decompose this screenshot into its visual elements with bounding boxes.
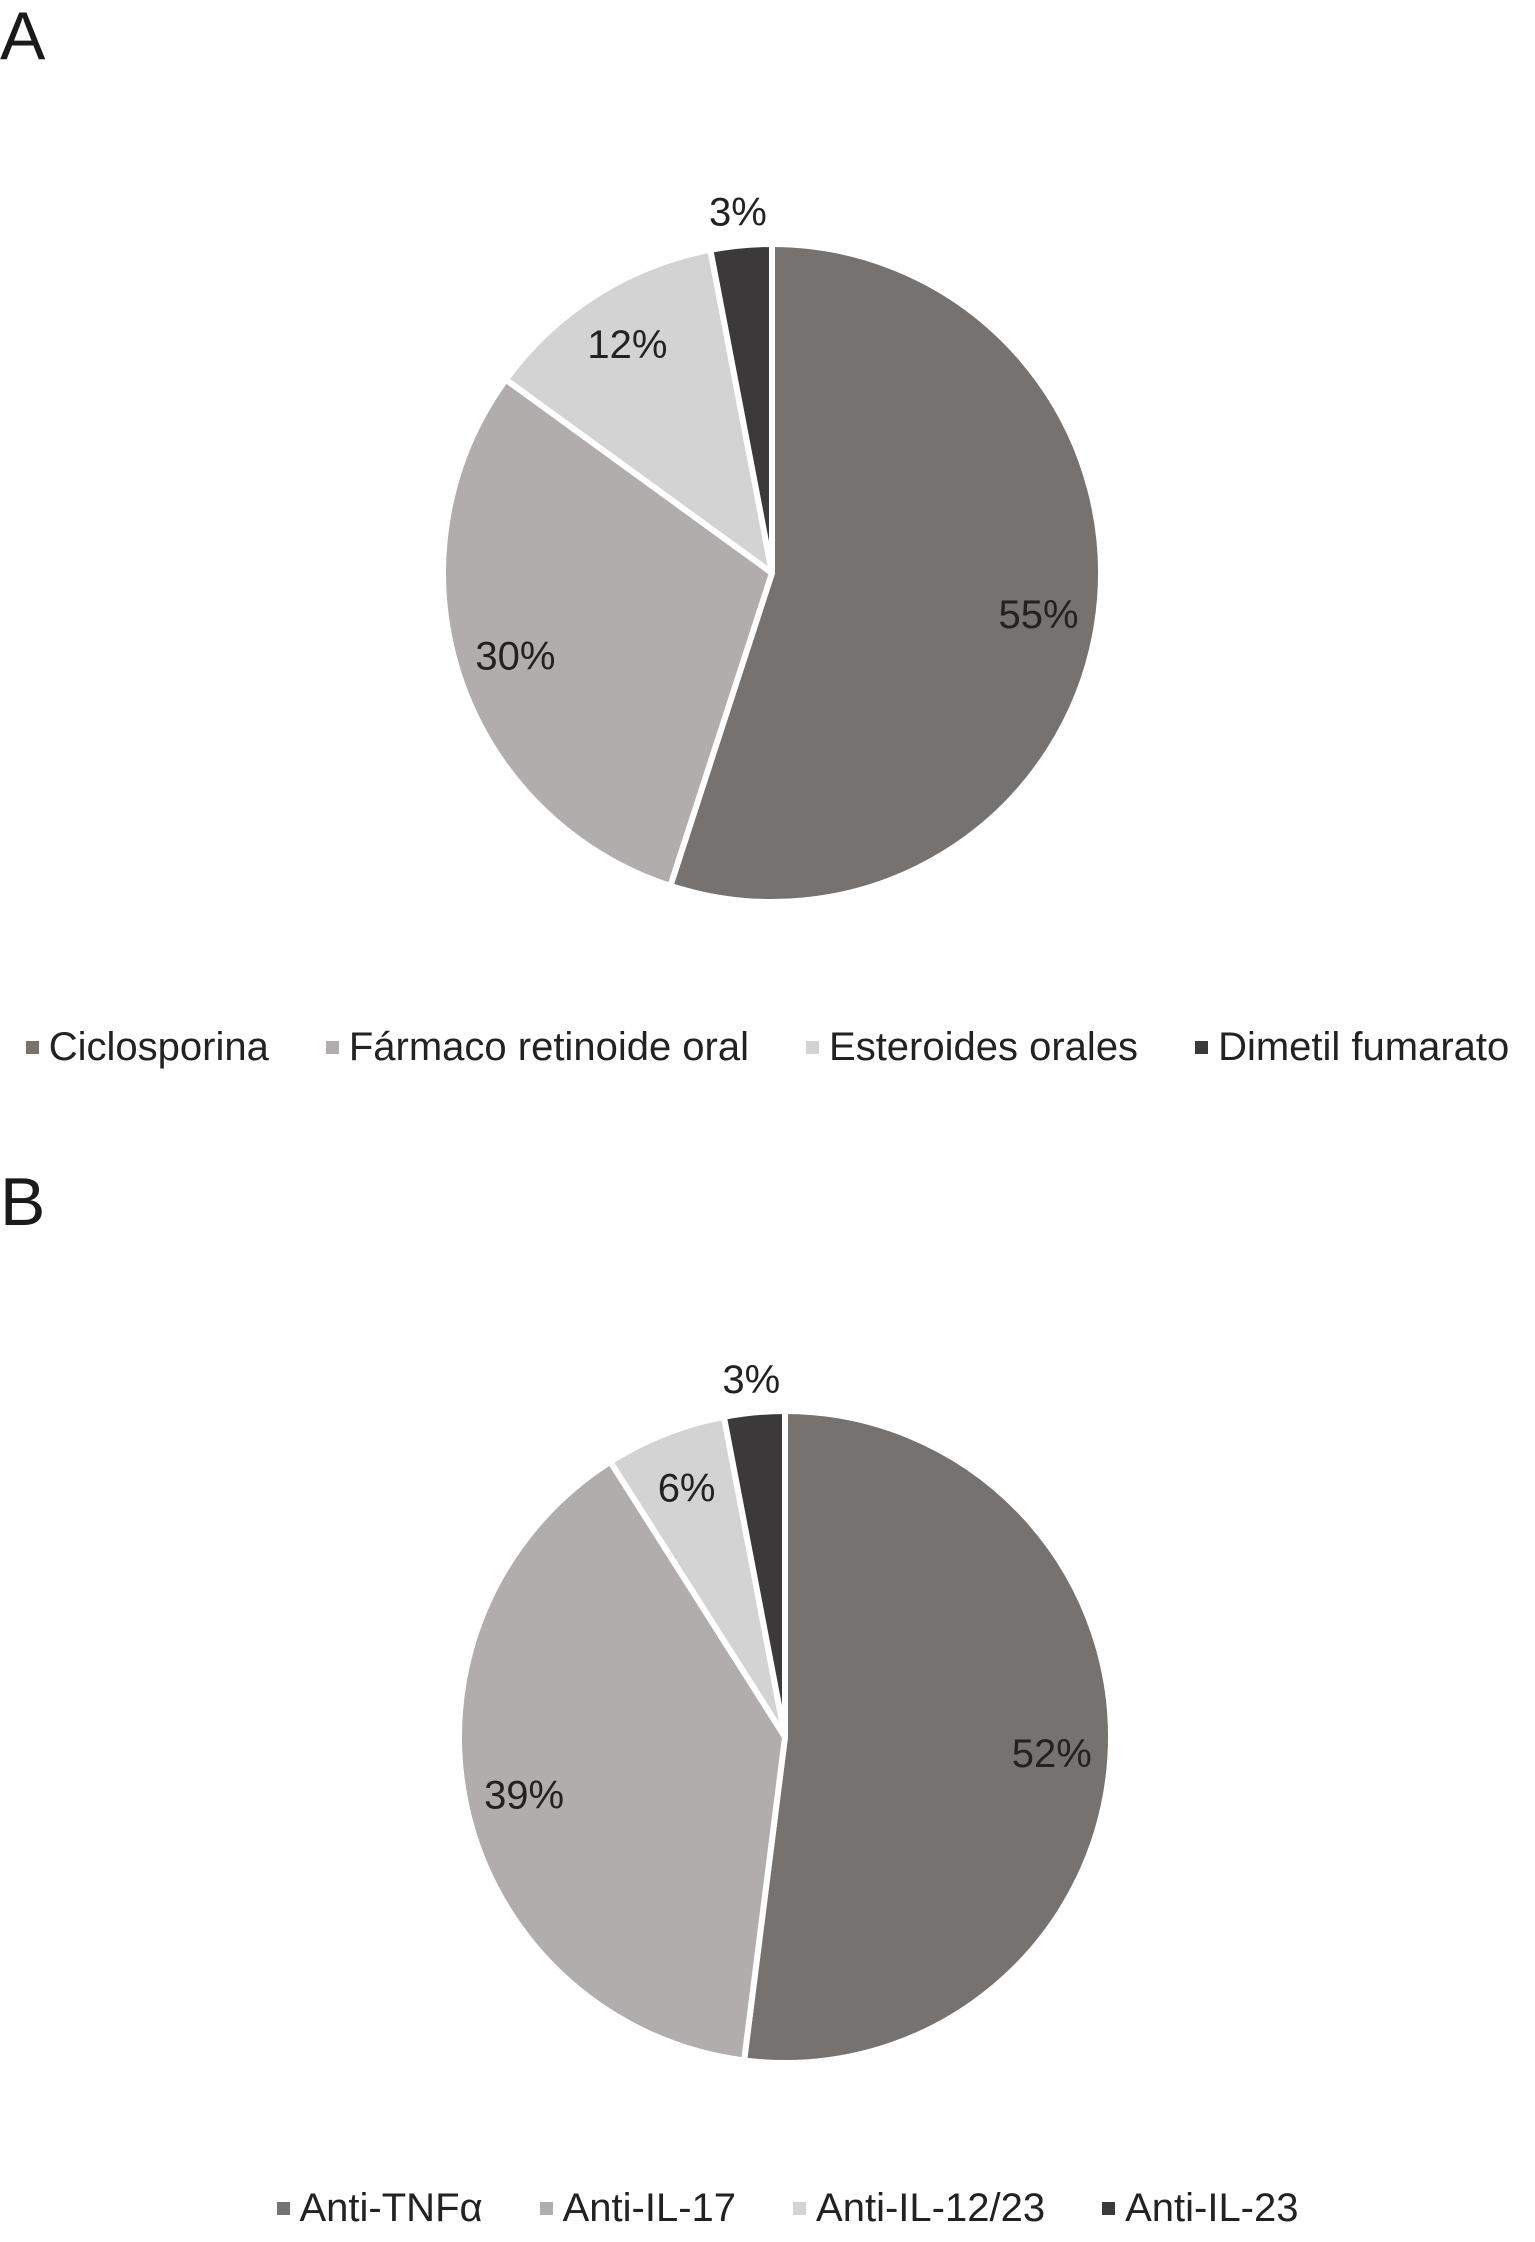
data-label: 12%	[587, 323, 667, 367]
pie-slice	[707, 241, 775, 576]
legend-label: Ciclosporina	[48, 1025, 269, 1069]
data-label: 52%	[1012, 1732, 1092, 1776]
pie-chart-b: 52% 39% 6% 3%	[456, 1358, 1114, 2066]
legend-marker	[539, 2201, 553, 2215]
legend-marker	[793, 2201, 807, 2215]
legend-label: Anti-IL-12/23	[816, 2186, 1046, 2230]
data-label: 39%	[484, 1773, 564, 1817]
legend-item: Anti-IL-17	[539, 2184, 737, 2232]
legend-label: Fármaco retinoide oral	[348, 1025, 750, 1069]
legend-marker	[276, 2201, 290, 2215]
legend-marker	[1195, 1040, 1209, 1054]
legend-label: Esteroides orales	[829, 1025, 1139, 1069]
legend-marker	[25, 1040, 39, 1054]
data-label: 30%	[475, 634, 555, 678]
pie-slices	[440, 241, 1104, 905]
data-label: 3%	[722, 1358, 780, 1402]
legend-item: Anti-IL-12/23	[793, 2184, 1045, 2232]
legend-marker	[1102, 2201, 1116, 2215]
legend-marker	[806, 1040, 820, 1054]
panel-label-a: A	[0, 0, 46, 74]
legend-item: Anti-IL-23	[1102, 2184, 1299, 2232]
legend-item: Fármaco retinoide oral	[325, 1023, 750, 1071]
legend-item: Ciclosporina	[25, 1023, 269, 1071]
legend-label: Dimetil fumarato	[1218, 1025, 1510, 1069]
data-label: 55%	[998, 593, 1078, 637]
data-labels: 55% 30% 12% 3%	[475, 191, 1078, 679]
legend-b: Anti-TNFα Anti-IL-17 Anti-IL-12/23 Anti-IL-…	[40, 2184, 1535, 2232]
legend-item: Esteroides orales	[806, 1023, 1138, 1071]
legend-item: Dimetil fumarato	[1195, 1023, 1509, 1071]
legend-a: Ciclosporina Fármaco retinoide oral Estero…	[0, 1023, 1535, 1071]
data-label: 6%	[658, 1467, 716, 1511]
panel-label-b: B	[0, 1164, 46, 1240]
legend-label: Anti-TNFα	[299, 2186, 483, 2230]
legend-label: Anti-IL-17	[562, 2186, 737, 2230]
data-labels: 52% 39% 6% 3%	[484, 1358, 1092, 1817]
data-label: 3%	[709, 191, 767, 235]
pie-slice	[741, 1408, 1114, 2066]
pie-slice	[440, 376, 775, 889]
pie-slices	[456, 1408, 1114, 2066]
pie-slice	[667, 241, 1104, 905]
legend-marker	[325, 1040, 339, 1054]
pie-slice	[720, 1408, 788, 1740]
pie-chart-a: 55% 30% 12% 3%	[440, 191, 1104, 905]
legend-item: Anti-TNFα	[276, 2184, 483, 2232]
legend-label: Anti-IL-23	[1125, 2186, 1299, 2230]
pie-slice	[502, 246, 775, 576]
